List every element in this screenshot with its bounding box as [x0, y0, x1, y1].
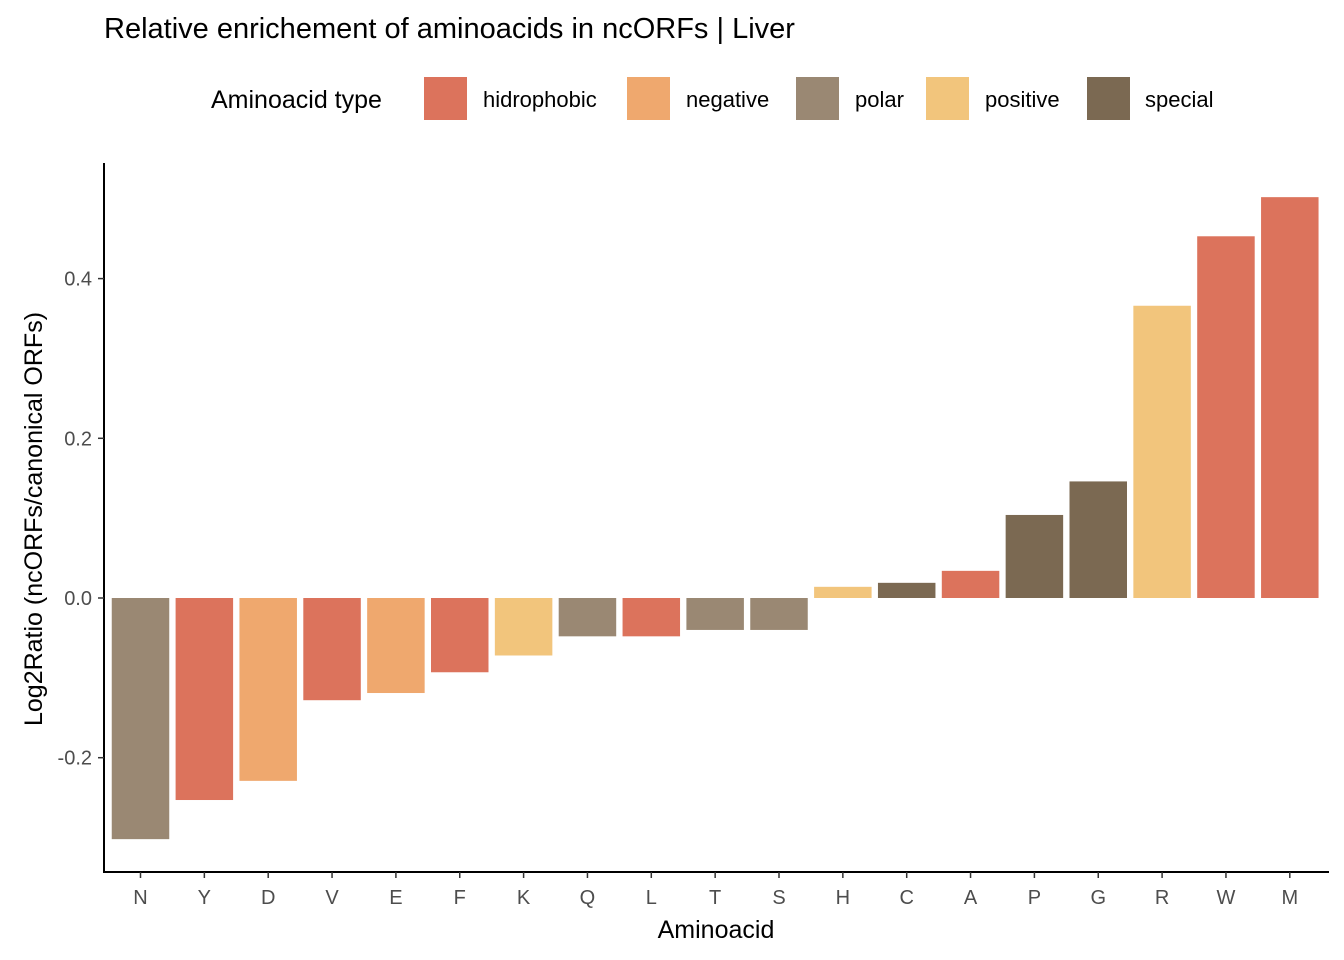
bar-S: [750, 598, 808, 630]
bar-V: [303, 598, 361, 701]
bar-K: [494, 598, 553, 656]
x-tick-label-K: K: [517, 887, 531, 909]
bar-A: [941, 570, 1000, 598]
legend: Aminoacid type hidrophobic negative polar p…: [211, 77, 1213, 120]
x-tick-label-M: M: [1281, 887, 1298, 909]
y-axis-ticks: -0.2 0.0 0.2 0.4: [58, 269, 104, 770]
bar-P: [1005, 514, 1064, 598]
legend-title: Aminoacid type: [211, 86, 382, 114]
bar-N: [111, 598, 170, 840]
legend-swatch-negative: [627, 77, 670, 120]
x-tick-label-Y: Y: [198, 887, 211, 909]
legend-swatch-positive: [926, 77, 969, 120]
y-tick-label: -0.2: [58, 748, 92, 770]
y-tick-label: 0.4: [64, 269, 92, 291]
legend-swatch-polar: [796, 77, 839, 120]
bars: [111, 197, 1319, 840]
bar-H: [814, 586, 872, 598]
legend-label-positive: positive: [985, 87, 1060, 112]
chart-title: Relative enrichement of aminoacids in nc…: [104, 13, 795, 45]
x-tick-label-L: L: [646, 887, 657, 909]
x-tick-label-H: H: [836, 887, 850, 909]
bar-Y: [175, 598, 234, 801]
x-tick-label-D: D: [261, 887, 275, 909]
bar-T: [686, 598, 744, 630]
x-tick-label-A: A: [964, 887, 978, 909]
y-tick-label: 0.0: [64, 588, 92, 610]
x-tick-label-E: E: [389, 887, 402, 909]
legend-label-negative: negative: [686, 87, 769, 112]
legend-swatch-special: [1087, 77, 1130, 120]
x-tick-label-P: P: [1028, 887, 1041, 909]
bar-Q: [558, 598, 617, 637]
x-tick-label-G: G: [1090, 887, 1106, 909]
y-tick-label: 0.2: [64, 428, 92, 450]
plot-area: -0.2 0.0 0.2 0.4 N Y D V E F K Q L T S H C A P G R W M: [58, 163, 1329, 909]
x-tick-label-S: S: [772, 887, 785, 909]
bar-D: [239, 598, 297, 781]
bar-L: [622, 598, 681, 637]
x-tick-label-C: C: [899, 887, 913, 909]
bar-E: [367, 598, 425, 694]
x-tick-label-N: N: [133, 887, 147, 909]
legend-label-hidrophobic: hidrophobic: [483, 87, 597, 112]
x-axis-title: Aminoacid: [658, 916, 775, 944]
legend-items: hidrophobic negative polar positive special: [424, 77, 1213, 120]
bar-C: [877, 582, 936, 598]
bar-W: [1197, 236, 1255, 599]
bar-F: [431, 598, 489, 673]
legend-swatch-hidrophobic: [424, 77, 467, 120]
bar-M: [1261, 197, 1319, 598]
x-tick-label-Q: Q: [580, 887, 596, 909]
y-axis-title: Log2Ratio (ncORFs/canonical ORFs): [20, 312, 48, 726]
legend-label-polar: polar: [855, 87, 904, 112]
x-tick-label-R: R: [1155, 887, 1169, 909]
x-tick-label-T: T: [709, 887, 721, 909]
x-tick-label-F: F: [454, 887, 466, 909]
legend-label-special: special: [1145, 87, 1213, 112]
x-tick-label-V: V: [325, 887, 339, 909]
bar-R: [1133, 305, 1191, 598]
x-tick-label-W: W: [1217, 887, 1236, 909]
bar-G: [1069, 481, 1127, 598]
